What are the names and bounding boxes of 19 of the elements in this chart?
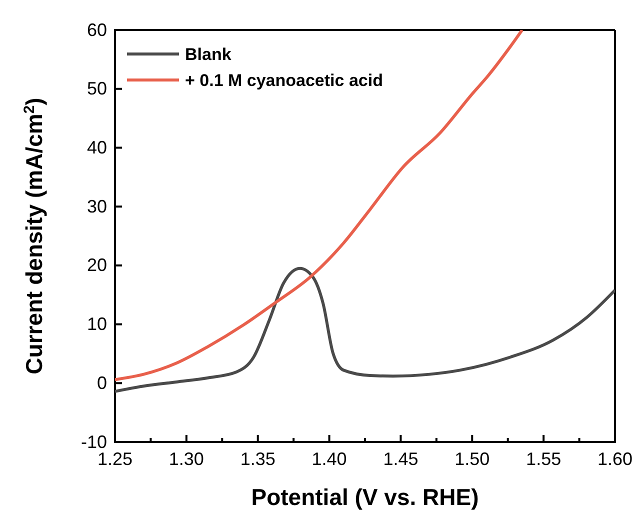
line-series [115,30,524,382]
x-tick-label: 1.55 [526,448,562,469]
x-tick-label: 1.45 [383,448,418,469]
y-tick-label: 10 [86,314,107,334]
y-tick-label: 60 [86,20,107,40]
x-axis-title: Potential (V vs. RHE) [251,484,479,510]
y-tick-label: 40 [86,137,107,158]
legend-label: Blank [185,44,232,64]
y-tick-label: 20 [86,255,107,276]
x-tick-label: 1.40 [312,448,347,469]
y-tick-label: 0 [96,372,107,393]
legend-label: + 0.1 M cyanoacetic acid [185,70,383,90]
y-tick-label: 30 [86,196,107,216]
y-tick-label: 50 [86,78,107,99]
line-series [115,266,615,393]
x-tick-label: 1.35 [240,448,276,469]
x-tick-label: 1.60 [597,448,633,469]
x-tick-label: 1.50 [454,448,490,469]
x-tick-label: 1.30 [168,448,204,469]
